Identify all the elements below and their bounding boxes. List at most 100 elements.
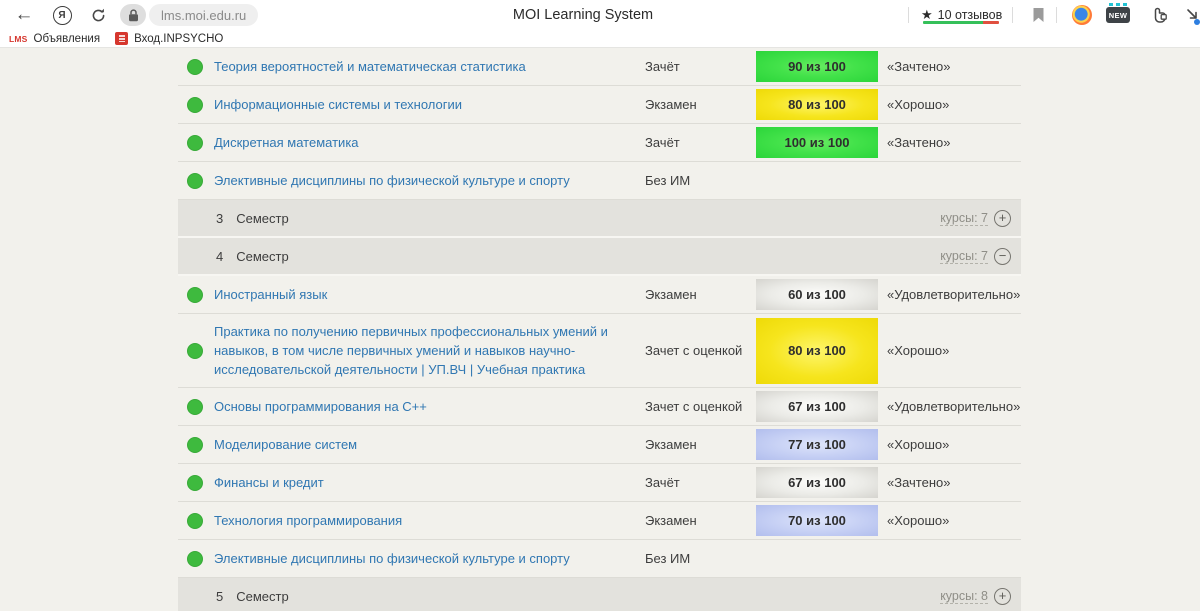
course-row: Практика по получению первичных професси… [178, 314, 1021, 388]
course-row: Информационные системы и технологии Экзам… [178, 86, 1021, 124]
course-link[interactable]: Иностранный язык [214, 287, 328, 302]
courses-count-link[interactable]: курсы: 7 [940, 248, 988, 264]
grade-label: «Удовлетворительно» [887, 287, 1021, 302]
new-feature-icon[interactable]: NEW [1106, 3, 1130, 23]
rating-bar [923, 21, 999, 24]
score-badge: 80 из 100 [756, 89, 878, 120]
yandex-icon: Я [52, 5, 72, 25]
course-row: Финансы и кредит Зачёт 67 из 100 «Зачтено» [178, 464, 1021, 502]
back-button[interactable]: ← [14, 4, 34, 25]
side-panel-button[interactable] [1144, 0, 1174, 30]
glove-icon [1154, 7, 1167, 23]
star-icon: ★ [921, 7, 933, 22]
course-link[interactable]: Технология программирования [214, 513, 403, 528]
semester-row: 4 Семестр курсы: 7− [178, 238, 1021, 276]
course-table: Теория вероятностей и математическая ста… [178, 48, 1021, 611]
status-dot-icon [187, 436, 203, 453]
exam-type-label: Без ИМ [645, 173, 691, 188]
download-arrow-icon [1187, 9, 1197, 19]
emblem-favicon [115, 32, 129, 45]
semester-label: 5 Семестр [216, 588, 289, 604]
expand-plus-icon[interactable]: + [994, 587, 1011, 605]
course-link[interactable]: Информационные системы и технологии [214, 97, 462, 112]
course-link[interactable]: Основы программирования на C++ [214, 399, 427, 414]
exam-type-label: Экзамен [645, 437, 697, 452]
courses-count-link[interactable]: курсы: 8 [940, 588, 988, 604]
toolbar-divider [1012, 7, 1013, 23]
course-row: Теория вероятностей и математическая ста… [178, 48, 1021, 86]
bookmark-button[interactable] [1024, 0, 1052, 30]
semester-row: 3 Семестр курсы: 7 + [178, 200, 1021, 238]
bookmarks-bar: LMS Объявления Вход.INPSYCHO [0, 30, 1200, 48]
status-dot-icon [187, 474, 203, 491]
exam-type-label: Зачет с оценкой [645, 399, 743, 414]
exam-type-label: Экзамен [645, 97, 697, 112]
status-dot-icon [187, 58, 203, 75]
yandex-button[interactable]: Я [48, 0, 76, 30]
reviews-count-label: 10 отзывов [937, 8, 1003, 22]
score-badge: 67 из 100 [756, 391, 878, 422]
download-notification-dot [1194, 19, 1200, 25]
semester-label: 3 Семестр [216, 210, 289, 226]
course-link[interactable]: Финансы и кредит [214, 475, 324, 490]
status-dot-icon [187, 96, 203, 113]
status-dot-icon [187, 286, 203, 303]
course-row: Элективные дисциплины по физической куль… [178, 540, 1021, 578]
reload-button[interactable] [84, 0, 112, 30]
status-dot-icon [187, 550, 203, 567]
score-badge: 67 из 100 [756, 467, 878, 498]
bookmark-flag-icon [1033, 8, 1043, 22]
expand-plus-icon[interactable]: + [994, 209, 1011, 227]
semester-row: 5 Семестр курсы: 8 + [178, 578, 1021, 611]
grade-label: «Хорошо» [887, 343, 950, 358]
downloads-button[interactable] [1178, 0, 1200, 30]
site-reviews-button[interactable]: ★ 10 отзывов [921, 0, 1002, 30]
bookmark-label: Объявления [33, 32, 101, 45]
course-link[interactable]: Моделирование систем [214, 437, 358, 452]
site-security-chip[interactable] [120, 4, 146, 26]
course-link[interactable]: Элективные дисциплины по физической куль… [214, 551, 570, 566]
exam-type-label: Экзамен [645, 513, 697, 528]
course-row: Моделирование систем Экзамен 77 из 100 «Хор… [178, 426, 1021, 464]
grade-label: «Удовлетворительно» [887, 399, 1021, 414]
exam-type-label: Зачёт [645, 135, 680, 150]
browser-update-icon[interactable] [1072, 5, 1092, 25]
courses-count-link[interactable]: курсы: 7 [940, 210, 988, 226]
exam-type-label: Экзамен [645, 287, 697, 302]
lock-icon [128, 8, 138, 21]
course-link[interactable]: Элективные дисциплины по физической куль… [214, 173, 570, 188]
score-badge: 77 из 100 [756, 429, 878, 460]
course-link[interactable]: Теория вероятностей и математическая ста… [214, 59, 526, 74]
grade-label: «Хорошо» [887, 437, 950, 452]
exam-type-label: Зачёт [645, 59, 680, 74]
lms-favicon: LMS [9, 33, 28, 44]
exam-type-label: Без ИМ [645, 551, 691, 566]
course-link[interactable]: Дискретная математика [214, 135, 359, 150]
bookmark-label: Вход.INPSYCHO [134, 32, 224, 45]
status-dot-icon [187, 134, 203, 151]
score-badge: 90 из 100 [756, 51, 878, 82]
grade-label: «Хорошо» [887, 513, 950, 528]
score-badge: 70 из 100 [756, 505, 878, 536]
score-badge: 80 из 100 [756, 317, 878, 384]
exam-type-label: Зачёт [645, 475, 680, 490]
course-row: Иностранный язык Экзамен 60 из 100 «Удовлет… [178, 276, 1021, 314]
collapse-minus-icon[interactable]: − [994, 247, 1011, 265]
bookmark-item-lms[interactable]: LMS Объявления [9, 33, 100, 45]
semester-label: 4 Семестр [216, 248, 289, 264]
score-badge: 100 из 100 [756, 127, 878, 158]
grade-label: «Хорошо» [887, 97, 950, 112]
status-dot-icon [187, 172, 203, 189]
course-link[interactable]: Практика по получению первичных професси… [214, 324, 608, 377]
course-row: Технология программирования Экзамен 70 из … [178, 502, 1021, 540]
url-text: lms.moi.edu.ru [161, 7, 247, 23]
toolbar-divider [908, 7, 909, 23]
status-dot-icon [187, 512, 203, 529]
exam-type-label: Зачет с оценкой [645, 343, 743, 358]
address-bar[interactable]: lms.moi.edu.ru [149, 4, 259, 26]
bookmark-item-inpsycho[interactable]: Вход.INPSYCHO [115, 32, 223, 45]
status-dot-icon [187, 342, 203, 359]
toolbar-divider [1056, 7, 1057, 23]
course-row: Основы программирования на C++ Зачет с оц… [178, 388, 1021, 426]
grade-label: «Зачтено» [887, 135, 951, 150]
